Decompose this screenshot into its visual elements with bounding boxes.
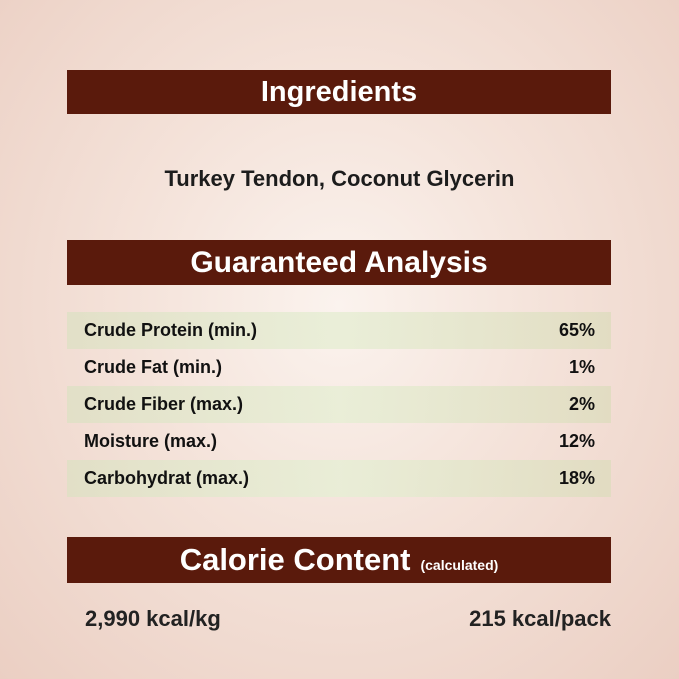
table-row: Crude Protein (min.) 65%: [67, 312, 611, 349]
ingredients-banner: Ingredients: [67, 70, 611, 114]
calorie-banner: Calorie Content (calculated): [67, 537, 611, 583]
analysis-table: Crude Protein (min.) 65% Crude Fat (min.)…: [67, 312, 611, 497]
row-label: Crude Fiber (max.): [84, 394, 244, 414]
analysis-title: Guaranteed Analysis: [190, 246, 488, 279]
table-row: Crude Fat (min.) 1%: [67, 349, 611, 386]
row-label: Moisture (max.): [84, 431, 218, 451]
row-value: 2%: [568, 394, 595, 414]
table-row: Carbohydrat (max.) 18%: [67, 460, 611, 497]
row-label: Carbohydrat (max.): [84, 468, 250, 488]
ingredients-title: Ingredients: [260, 76, 418, 108]
row-value: 1%: [568, 357, 595, 377]
row-value: 65%: [558, 320, 595, 340]
table-row: Moisture (max.) 12%: [67, 423, 611, 460]
analysis-banner: Guaranteed Analysis: [67, 240, 611, 285]
row-label: Crude Protein (min.): [84, 320, 258, 340]
table-row: Crude Fiber (max.) 2%: [67, 386, 611, 423]
row-value: 18%: [558, 468, 595, 488]
calorie-note: (calculated): [420, 557, 499, 573]
calorie-per-pack: 215 kcal/pack: [469, 606, 611, 631]
calorie-per-kg: 2,990 kcal/kg: [85, 606, 221, 631]
row-value: 12%: [558, 431, 595, 451]
row-label: Crude Fat (min.): [84, 357, 222, 377]
calorie-title: Calorie Content: [179, 542, 411, 577]
ingredients-text: Turkey Tendon, Coconut Glycerin: [164, 166, 515, 191]
